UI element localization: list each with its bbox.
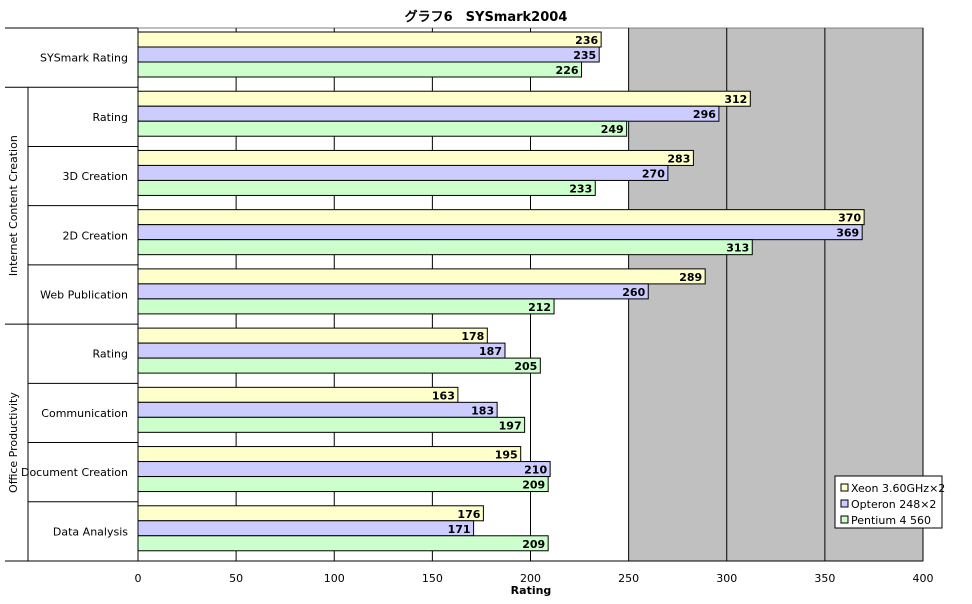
legend-swatch [840, 499, 849, 508]
x-tick-label: 0 [135, 572, 142, 585]
data-label: 312 [724, 93, 747, 106]
data-label: 233 [569, 182, 592, 195]
group-label: Office Productivity [7, 392, 20, 493]
x-tick-label: 400 [913, 572, 934, 585]
legend: Xeon 3.60GHz×2 Opteron 248×2 Pentium 4 560 [834, 475, 945, 529]
x-tick-label: 300 [716, 572, 737, 585]
bar-2 [137, 461, 551, 478]
data-label: 235 [573, 49, 596, 62]
bar-2 [137, 164, 669, 181]
bar-3 [137, 298, 555, 315]
data-label: 270 [642, 167, 665, 180]
category-label: Web Publication [40, 289, 128, 302]
bar-1 [137, 209, 865, 226]
data-label: 205 [514, 360, 537, 373]
bar-3 [137, 535, 549, 552]
x-tick-label: 350 [814, 572, 835, 585]
bar-3 [137, 61, 583, 78]
data-label: 163 [432, 389, 455, 402]
category-label: 3D Creation [62, 170, 128, 183]
category-label: SYSmark Rating [40, 52, 128, 65]
bar-1 [137, 446, 522, 463]
data-label: 289 [679, 271, 702, 284]
data-label: 171 [448, 523, 471, 536]
legend-label: Pentium 4 560 [851, 514, 931, 527]
bar-1 [137, 386, 459, 403]
bar-2 [137, 401, 498, 418]
legend-swatch [840, 515, 849, 524]
bar-1 [137, 505, 484, 522]
data-label: 176 [457, 508, 480, 521]
data-label: 236 [575, 34, 598, 47]
data-label: 249 [601, 123, 624, 136]
data-label: 210 [524, 464, 547, 477]
value-axis-ticks: 0 50 100 150 200 250 300 350 400 [135, 28, 934, 585]
group-label: Internet Content Creation [7, 135, 20, 276]
data-label: 183 [471, 404, 494, 417]
data-label: 296 [693, 108, 716, 121]
bar-3 [137, 239, 753, 256]
category-label: Communication [41, 407, 128, 420]
data-label: 313 [726, 242, 749, 255]
chart-title: グラフ6 SYSmark2004 [405, 9, 568, 25]
data-label: 197 [499, 419, 522, 432]
bar-2 [137, 342, 506, 359]
data-label: 283 [667, 152, 690, 165]
x-tick-label: 150 [422, 572, 443, 585]
category-label: Rating [93, 111, 128, 124]
legend-label: Xeon 3.60GHz×2 [851, 482, 945, 495]
x-tick-label: 250 [618, 572, 639, 585]
data-label: 369 [836, 227, 859, 240]
data-label: 212 [528, 301, 551, 314]
data-label: 178 [461, 330, 484, 343]
data-label: 209 [522, 479, 545, 492]
bar-2 [137, 46, 600, 63]
x-tick-label: 50 [229, 572, 243, 585]
x-axis-title: Rating [511, 584, 552, 597]
data-label: 195 [495, 449, 518, 462]
bar-2 [137, 520, 475, 537]
bar-1 [137, 149, 694, 166]
bar-2 [137, 224, 863, 241]
bar-1 [137, 327, 488, 344]
bar-2 [137, 105, 720, 122]
data-label: 260 [622, 286, 645, 299]
category-label: Data Analysis [53, 525, 128, 538]
bar-3 [137, 476, 549, 493]
category-label: Rating [93, 348, 128, 361]
bar-1 [137, 268, 706, 285]
bar-3 [137, 179, 596, 196]
data-label: 209 [522, 538, 545, 551]
data-label: 187 [479, 345, 502, 358]
bar-3 [137, 416, 526, 433]
bars [137, 31, 865, 552]
category-label: 2D Creation [62, 229, 128, 242]
legend-label: Opteron 248×2 [851, 498, 936, 511]
bar-3 [137, 357, 541, 374]
category-label: Document Creation [21, 466, 128, 479]
bar-1 [137, 90, 751, 107]
data-label: 370 [838, 212, 861, 225]
data-label: 226 [556, 64, 579, 77]
bar-1 [137, 31, 602, 48]
legend-swatch [840, 483, 849, 492]
bar-3 [137, 120, 628, 137]
bar-2 [137, 283, 649, 300]
category-axis: SYSmark Rating Rating 3D Creation 2D Creati… [5, 27, 138, 562]
x-tick-label: 200 [520, 572, 541, 585]
legend-box [834, 475, 943, 529]
x-tick-label: 100 [324, 572, 345, 585]
